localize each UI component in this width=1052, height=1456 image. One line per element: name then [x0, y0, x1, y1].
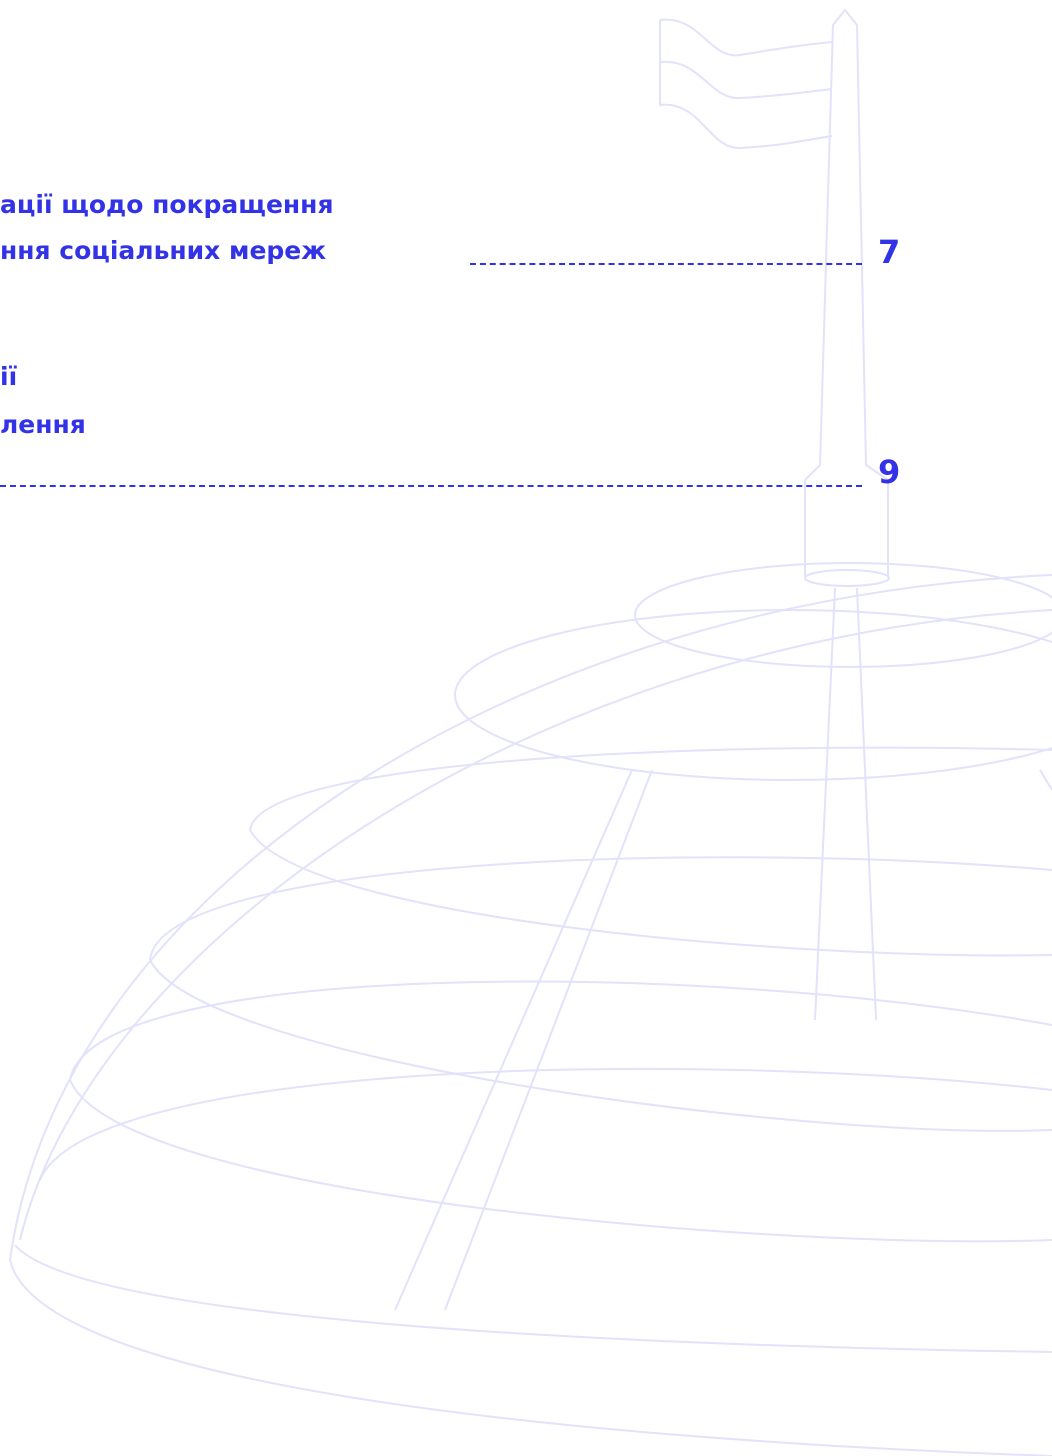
page-number: 7	[878, 236, 900, 268]
leader-line	[470, 263, 862, 265]
page: ації щодо покращення ння соціальних мере…	[0, 0, 1052, 1456]
toc-entry-text: лення	[0, 412, 86, 437]
page-number: 9	[878, 456, 900, 488]
leader-line	[0, 485, 862, 487]
toc-entry-text: ії	[0, 364, 17, 389]
toc-entry-text: ації щодо покращення	[0, 192, 334, 217]
toc-entry-text: ння соціальних мереж	[0, 238, 326, 263]
